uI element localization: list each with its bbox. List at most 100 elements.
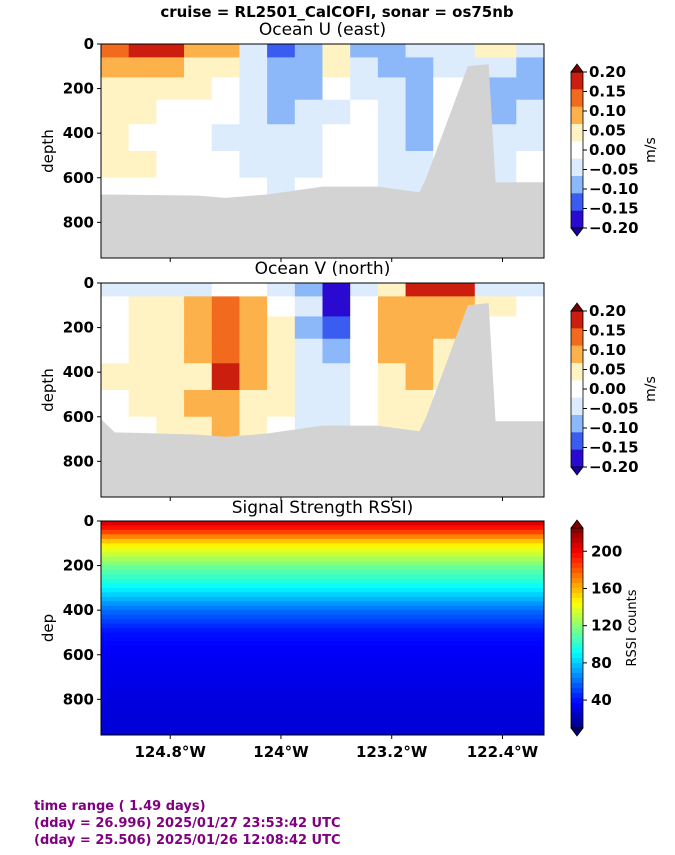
- y-axis-label: depth: [39, 368, 57, 412]
- rssi-band: [101, 699, 544, 705]
- colorbar-segment: [571, 311, 583, 329]
- velocity-cell: [267, 151, 296, 179]
- velocity-cell: [267, 44, 296, 58]
- seafloor-mask: [101, 303, 544, 497]
- velocity-cell: [405, 296, 434, 317]
- velocity-cell: [350, 124, 379, 152]
- colorbar-segment: [571, 593, 583, 599]
- colorbar-segment: [571, 533, 583, 539]
- colorbar-segment: [571, 528, 583, 534]
- velocity-cell: [377, 57, 407, 78]
- velocity-cell: [156, 338, 185, 364]
- colorbar-segment: [571, 563, 583, 569]
- rssi-band: [101, 534, 544, 540]
- rssi-band: [101, 623, 544, 629]
- velocity-cell: [211, 296, 240, 317]
- velocity-cell: [322, 283, 351, 297]
- rssi-band: [101, 605, 544, 611]
- colorbar-segment: [571, 328, 583, 347]
- velocity-cell: [377, 124, 407, 152]
- colorbar-tick-label: −0.05: [589, 400, 639, 418]
- colorbar-segment: [571, 638, 583, 644]
- colorbar-segment: [571, 643, 583, 649]
- velocity-cell: [156, 57, 185, 78]
- colorbar-segment: [571, 723, 583, 729]
- colorbar-tick-label: −0.20: [589, 219, 639, 237]
- colorbar-tick-label: 0.05: [589, 361, 626, 379]
- velocity-cell: [239, 151, 268, 179]
- colorbar: 0.20 0.150.10 0.050.00 −0.05−0.10 −0.15−0.20…: [570, 63, 659, 237]
- velocity-cell: [516, 390, 544, 418]
- velocity-cell: [239, 390, 268, 418]
- rssi-band: [101, 521, 544, 527]
- velocity-cell: [405, 77, 434, 101]
- velocity-cell: [239, 44, 268, 58]
- velocity-cell: [267, 283, 296, 297]
- colorbar-extend-min: [570, 466, 584, 476]
- colorbar-tick-label: 0.20: [589, 63, 626, 81]
- colorbar-segment: [571, 693, 583, 699]
- axes-frame: [100, 43, 545, 259]
- colorbar-segment: [571, 158, 583, 177]
- velocity-cell: [128, 390, 157, 418]
- colorbar-segment: [571, 633, 583, 639]
- velocity-cell: [128, 44, 157, 58]
- velocity-cell: [239, 363, 268, 391]
- velocity-cell: [211, 99, 240, 125]
- rssi-band: [101, 703, 544, 709]
- rssi-band: [101, 574, 544, 580]
- velocity-cell: [156, 44, 185, 58]
- rssi-band: [101, 636, 544, 642]
- colorbar-tick-label: 0.05: [589, 122, 626, 140]
- rssi-band: [101, 547, 544, 553]
- rssi-band: [101, 730, 544, 735]
- velocity-cell: [474, 283, 517, 297]
- velocity-cell: [405, 338, 434, 364]
- y-tick-label: 600: [63, 408, 94, 426]
- colorbar-segment: [571, 363, 583, 381]
- rssi-band: [101, 645, 544, 651]
- velocity-cell: [516, 57, 544, 78]
- rssi-band: [101, 690, 544, 696]
- panel-3: Signal Strength RSSI) 0 200 400 600 800 dep 124…: [39, 498, 640, 761]
- velocity-cell: [101, 363, 130, 391]
- velocity-cell: [350, 296, 379, 317]
- velocity-cell: [433, 44, 476, 58]
- colorbar-segment: [571, 345, 583, 364]
- y-tick-label: 800: [63, 452, 94, 470]
- colorbar-label: RSSI counts: [625, 589, 640, 666]
- velocity-cell: [350, 44, 379, 58]
- colorbar-segment: [571, 588, 583, 594]
- velocity-cell: [405, 57, 434, 78]
- start-time-line: (dday = 25.506) 2025/01/26 12:08:42 UTC: [34, 833, 341, 848]
- velocity-cell: [267, 390, 296, 418]
- velocity-cell: [322, 363, 351, 391]
- velocity-cell: [294, 283, 323, 297]
- panel-title: Ocean U (east): [259, 20, 386, 40]
- velocity-cell: [322, 44, 351, 58]
- x-tick-label: 124°W: [253, 743, 309, 761]
- velocity-cell: [128, 363, 157, 391]
- rssi-band: [101, 717, 544, 723]
- velocity-cell: [405, 44, 434, 58]
- velocity-cell: [156, 363, 185, 391]
- velocity-cell: [377, 390, 407, 418]
- colorbar-label: m/s: [643, 376, 659, 402]
- velocity-cell: [239, 283, 268, 297]
- velocity-cell: [322, 390, 351, 418]
- colorbar-tick-label: 0.15: [589, 83, 626, 101]
- velocity-cell: [350, 283, 379, 297]
- velocity-cell: [239, 124, 268, 152]
- y-tick-label: 200: [63, 319, 94, 337]
- rssi-band: [101, 659, 544, 665]
- velocity-cell: [184, 338, 213, 364]
- colorbar-tick-label: 0.00: [589, 380, 626, 398]
- x-tick-label: 122.4°W: [467, 743, 539, 761]
- velocity-cell: [322, 124, 351, 152]
- velocity-cell: [101, 390, 130, 418]
- velocity-cell: [350, 316, 379, 340]
- y-tick-label: 200: [63, 557, 94, 575]
- colorbar-tick-label: 80: [591, 654, 612, 672]
- rssi-band: [101, 632, 544, 638]
- velocity-cell: [516, 296, 544, 317]
